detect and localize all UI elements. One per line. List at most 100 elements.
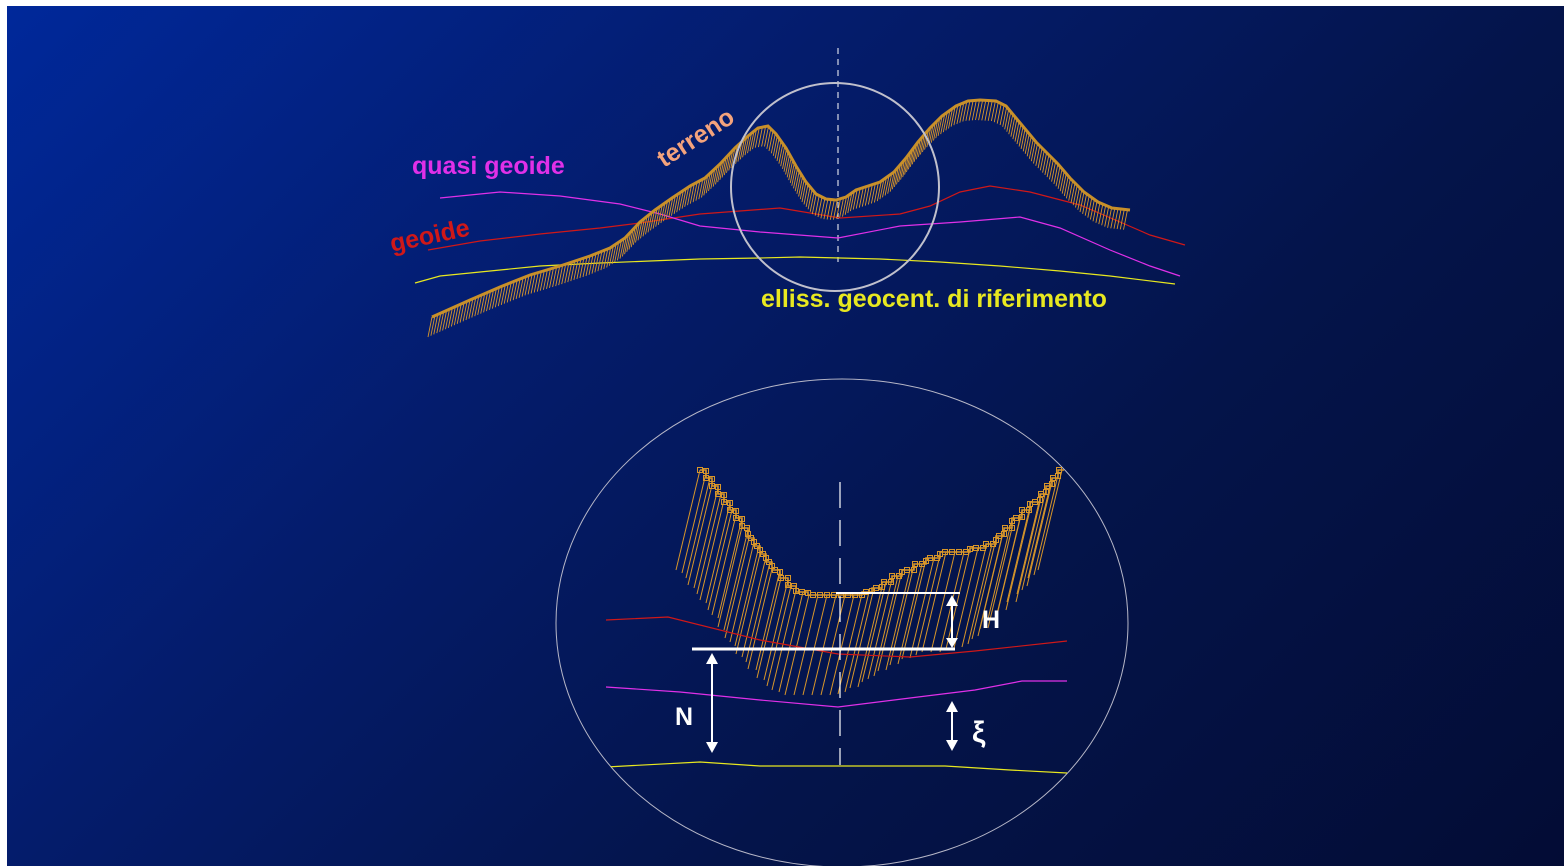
label-quasi-geoide: quasi geoide [412, 152, 565, 180]
hatch-stroke [876, 181, 882, 202]
hatch-stroke [668, 197, 674, 218]
terrain-marker [1019, 514, 1025, 520]
hatch-stroke [786, 157, 792, 178]
hatch-stroke [829, 594, 855, 696]
hatch-stroke [573, 259, 579, 281]
hatch-stroke [778, 591, 804, 693]
hatch-stroke [734, 545, 760, 647]
hatch-stroke [793, 594, 819, 696]
terrain-marker [733, 515, 739, 521]
hatch-stroke [673, 193, 679, 214]
hatch-stroke [1077, 189, 1083, 210]
hatch-stroke [913, 141, 919, 162]
hatch-stroke [847, 192, 853, 214]
hatch-stroke [837, 593, 863, 695]
hatch-stroke [1092, 201, 1098, 222]
label-H: H [982, 606, 1000, 634]
hatch-stroke [1010, 116, 1016, 137]
hatch-stroke [798, 176, 804, 197]
hatch-stroke [901, 558, 927, 660]
hatch-stroke [799, 179, 805, 200]
hatch-stroke [539, 270, 545, 291]
hatch-stroke [757, 127, 763, 148]
hatch-stroke [789, 162, 795, 183]
hatch-stroke [588, 254, 594, 275]
hatch-stroke [820, 198, 826, 219]
hatch-stroke [552, 266, 558, 288]
hatch-stroke [681, 472, 707, 574]
overview-terrain-hatch [427, 99, 1128, 338]
hatch-stroke [1020, 128, 1026, 149]
hatch-stroke [619, 238, 625, 259]
hatch-stroke [793, 168, 798, 189]
hatch-stroke [802, 594, 828, 696]
hatch-stroke [979, 528, 1005, 630]
hatch-stroke [770, 133, 776, 154]
hatch-stroke [594, 252, 600, 273]
hatch-stroke [726, 152, 731, 173]
hatch-stroke [870, 183, 876, 204]
hatch-stroke [915, 554, 941, 656]
hatch-stroke [915, 139, 921, 160]
terrain-marker [888, 579, 894, 585]
hatch-stroke [567, 262, 573, 283]
hatch-stroke [655, 206, 661, 227]
hatch-stroke [456, 303, 462, 324]
hatch-stroke [842, 196, 847, 217]
hatch-stroke [630, 227, 636, 248]
hatch-stroke [1016, 123, 1022, 145]
hatch-stroke [764, 126, 769, 147]
hatch-stroke [829, 199, 835, 220]
zoom-terrain-markers [697, 467, 1062, 598]
hatch-stroke [600, 250, 606, 271]
hatch-stroke [616, 240, 622, 261]
hatch-stroke [956, 103, 962, 125]
hatch-stroke [1065, 178, 1071, 199]
hatch-stroke [737, 141, 743, 162]
hatch-stroke [987, 527, 1013, 629]
hatch-stroke [987, 518, 1013, 620]
hatch-stroke [987, 100, 993, 121]
hatch-stroke [981, 100, 987, 121]
hatch-stroke [823, 199, 829, 220]
hatch-stroke [676, 192, 682, 213]
hatch-stroke [705, 502, 731, 604]
terrain-marker [817, 592, 823, 598]
hatch-stroke [1110, 208, 1116, 229]
hatch-stroke [1098, 204, 1104, 225]
hatch-stroke [603, 248, 609, 269]
hatch-stroke [693, 487, 719, 589]
hatch-stroke [705, 173, 711, 194]
zoom-ellipsoid-line [605, 761, 1068, 774]
hatch-stroke [699, 499, 725, 601]
hatch-stroke [564, 263, 570, 284]
hatch-stroke [1068, 180, 1074, 201]
hatch-stroke [647, 212, 653, 233]
hatch-stroke [712, 166, 718, 187]
hatch-stroke [877, 570, 903, 672]
hatch-stroke [635, 222, 640, 243]
hatch-stroke [1018, 126, 1024, 147]
hatch-stroke [663, 201, 668, 222]
hatch-stroke [530, 273, 536, 294]
hatch-stroke [1039, 150, 1045, 171]
terrain-marker [1013, 515, 1019, 521]
zoom-geoide-line [605, 616, 1068, 658]
hatch-stroke [811, 594, 837, 696]
zoom-ellipse [555, 378, 1129, 866]
hatch-stroke [999, 104, 1005, 126]
hatch-stroke [801, 181, 807, 203]
hatch-stroke [930, 551, 956, 653]
hatch-stroke [950, 106, 956, 127]
hatch-stroke [689, 183, 695, 204]
hatch-stroke [632, 224, 638, 245]
hatch-stroke [921, 551, 947, 653]
hatch-stroke [861, 581, 887, 683]
hatch-stroke [971, 100, 977, 121]
hatch-stroke [826, 199, 832, 220]
hatch-stroke [494, 287, 500, 308]
terrain-marker [983, 541, 989, 547]
terrain-marker [785, 582, 791, 588]
hatch-stroke [744, 135, 750, 156]
hatch-stroke [1057, 168, 1063, 189]
